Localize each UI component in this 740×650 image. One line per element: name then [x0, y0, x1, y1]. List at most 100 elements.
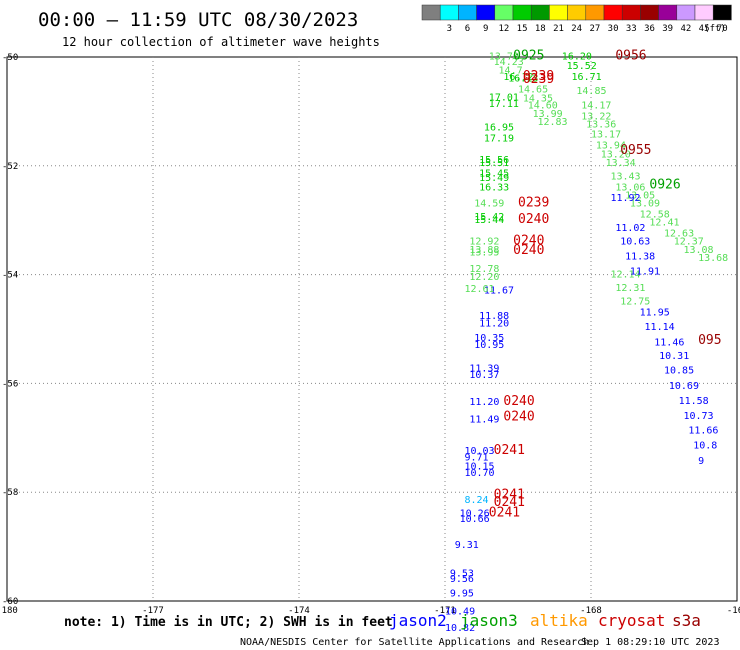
scale-swatch: [603, 4, 623, 21]
swh-label-jason2: 9.95: [450, 589, 474, 600]
scale-tick-label: 18: [535, 24, 546, 34]
pass-time-label: 0956: [615, 49, 646, 64]
swh-label-altika: 14.85: [576, 86, 606, 97]
swh-label-jason2: 10.70: [464, 468, 494, 479]
swh-label-jason2: 10.03: [464, 446, 494, 457]
scale-swatch: [621, 4, 641, 21]
scale-tick-label: 15: [517, 24, 528, 34]
scale-swatch: [512, 4, 532, 21]
swh-label-altika: 15.52: [567, 61, 597, 72]
swh-label-cryosat: 11.02: [615, 223, 645, 234]
swh-label-altika: 16.71: [572, 72, 602, 83]
swh-label-cryosat: 11.95: [640, 307, 670, 318]
scale-swatch: [476, 4, 496, 21]
scale-tick-label: 45: [699, 24, 710, 34]
pass-time-label: 0926: [649, 178, 680, 193]
y-tick-label: -52: [2, 162, 18, 172]
footer-note: note: 1) Time is in UTC; 2) SWH is in fe…: [64, 615, 393, 630]
scale-unit-label: (ft): [704, 24, 726, 34]
swh-label-jason3: 15.56: [479, 155, 509, 166]
pass-time-label: 0955: [620, 143, 651, 158]
y-tick-label: -54: [2, 271, 18, 281]
swh-label-cryosat: 9: [698, 456, 704, 467]
scale-tick-label: 30: [608, 24, 619, 34]
swh-label-cryosat: 10.69: [669, 381, 699, 392]
swh-label-jason3: 14.60: [528, 101, 558, 112]
scale-swatch: [439, 4, 459, 21]
swh-label-jason3: 12.20: [469, 272, 499, 283]
swh-label-jason2: 11.49: [469, 415, 499, 426]
swh-label-altika: 13.09: [630, 199, 660, 210]
x-tick-label: -168: [580, 606, 602, 616]
y-tick-label: -56: [2, 379, 18, 389]
swh-label-cryosat: 10.31: [659, 351, 689, 362]
swh-label-cryosat: 11.66: [688, 425, 718, 436]
pass-time-label: 0240: [513, 243, 544, 258]
scale-tick-label: 70: [717, 24, 728, 34]
swh-label-jason3: 15.45: [479, 169, 509, 180]
swh-label-jason2: 11.39: [469, 363, 499, 374]
swh-label-altika: 12.37: [674, 237, 704, 248]
pass-time-label: 095: [698, 333, 721, 348]
scale-swatch: [530, 4, 550, 21]
y-tick-label: -58: [2, 488, 18, 498]
y-tick-label: -60: [2, 597, 18, 607]
swh-label-jason3: 14.35: [523, 94, 553, 105]
swh-label-jason3: 12.61: [464, 284, 494, 295]
swh-label-cryosat: 10.8: [693, 441, 717, 452]
swh-label-altika: 14.17: [581, 101, 611, 112]
swh-label-jason2: 10.95: [474, 340, 504, 351]
satellite-legend-altika: altika: [530, 611, 588, 630]
x-tick-label: -16: [727, 606, 740, 616]
swh-label-altika: 13.22: [581, 112, 611, 123]
satellite-legend: jason2 jason3 altika cryosat s3a: [389, 611, 701, 630]
swh-label-jason3: 14.59: [474, 199, 504, 210]
satellite-legend-s3a: s3a: [672, 611, 701, 630]
plot-area: -50-52-54-56-58-60 -180-177-174-171-168-…: [0, 49, 740, 634]
swh-label-jason3: 15.49: [479, 173, 509, 184]
scale-swatch: [676, 4, 696, 21]
swh-label-altika: 13.05: [625, 190, 655, 201]
swh-label-jason3: 13.99: [533, 109, 563, 120]
swh-label-jason2: 11.20: [479, 318, 509, 329]
plot-frame: [6, 56, 738, 602]
swh-label-jason3: 16.33: [479, 182, 509, 193]
footer-credit: NOAA/NESDIS Center for Satellite Applica…: [240, 637, 589, 648]
swh-label-jason3: 12.78: [469, 264, 499, 275]
swh-label-jason3: 13.70: [489, 52, 519, 63]
swh-label-jason2: 9.31: [455, 540, 479, 551]
scale-swatch: [549, 4, 568, 21]
swh-label-jason3: 13.95: [469, 248, 499, 259]
swh-label-altika: 13.20: [601, 150, 631, 161]
scale-swatch: [567, 4, 587, 21]
grid-lines: [7, 57, 737, 601]
swh-label-cryosat: 11.91: [630, 267, 660, 278]
swh-label-jason3: 12.83: [537, 117, 567, 128]
swh-label-cryosat: 10.63: [620, 237, 650, 248]
satellite-legend-cryosat: cryosat: [598, 611, 665, 630]
swh-label-altika: 13.17: [591, 130, 621, 141]
swh-label-jason3: 17.19: [484, 133, 514, 144]
pass-time-label: 0241: [494, 495, 525, 510]
pass-time-label: 0240: [503, 394, 534, 409]
x-tick-labels: -180 -177 -174 -171 -168 -16: [0, 606, 740, 616]
swh-label-jason3: 14.7: [499, 65, 523, 76]
scale-swatch: [712, 4, 732, 21]
swh-label-jason2: 9.71: [464, 453, 488, 464]
wave-height-labels: 11.6711.8811.2010.3510.9511.3910.3711.20…: [445, 52, 728, 634]
swh-label-jason2: 10.37: [469, 370, 499, 381]
swh-label-jason2: 8.24: [464, 495, 488, 506]
swh-label-jason3: 17.01: [489, 93, 519, 104]
scale-swatch: [658, 4, 678, 21]
swh-label-jason3: 15.51: [479, 158, 509, 169]
swh-label-jason2: 10.15: [464, 461, 494, 472]
swh-label-cryosat: 10.73: [683, 411, 713, 422]
satellite-legend-jason2: jason2: [389, 611, 447, 630]
x-tick-label: -171: [434, 606, 456, 616]
swh-label-jason3: 15.42: [474, 212, 504, 223]
scale-swatch: [494, 4, 514, 21]
x-tick-label: -177: [142, 606, 164, 616]
swh-label-altika: 13.43: [610, 171, 640, 182]
scale-tick-label: 24: [571, 24, 582, 34]
scale-tick-label: 33: [626, 24, 637, 34]
